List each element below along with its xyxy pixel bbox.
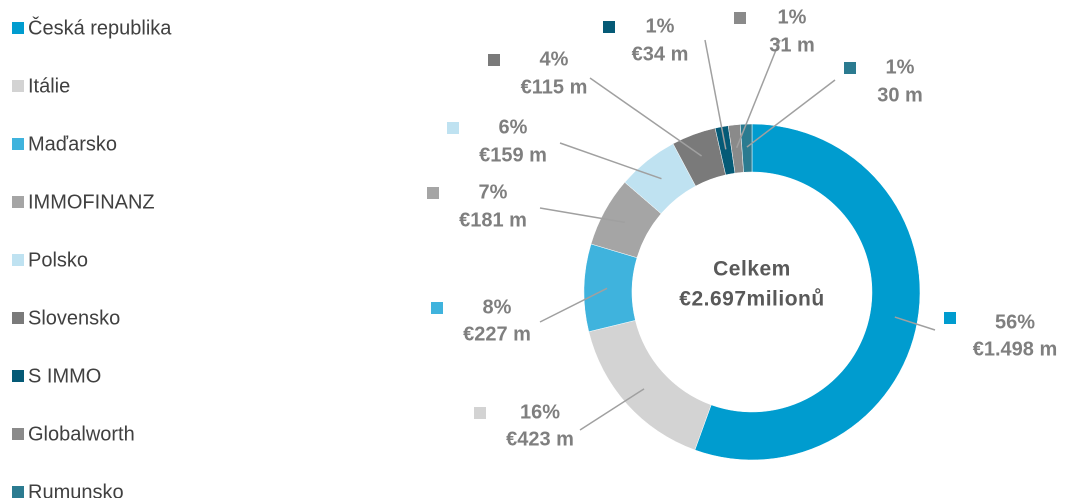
legend-swatch <box>12 254 24 266</box>
label-swatch <box>944 312 956 324</box>
leader-line <box>589 77 703 157</box>
percent-label: 1% <box>778 6 807 28</box>
percent-label: 7% <box>479 181 508 203</box>
slice <box>694 123 921 461</box>
legend-label: Slovensko <box>28 307 120 329</box>
percent-label: 6% <box>499 116 528 138</box>
legend-swatch <box>12 312 24 324</box>
leader-line <box>539 207 625 224</box>
center-label: €2.697milionů <box>679 288 824 311</box>
value-label: €34 m <box>632 43 689 65</box>
legend-swatch <box>12 428 24 440</box>
label-swatch <box>427 187 439 199</box>
value-label: €181 m <box>459 209 527 231</box>
leader-line <box>894 316 936 331</box>
percent-label: 16% <box>520 401 560 423</box>
percent-label: 1% <box>886 56 915 78</box>
percent-label: 56% <box>995 311 1035 333</box>
leader-line <box>539 287 608 323</box>
legend-label: Rumunsko <box>28 481 124 498</box>
leader-line <box>704 39 727 150</box>
slice <box>583 243 638 333</box>
leader-line <box>559 142 662 180</box>
label-swatch <box>431 302 443 314</box>
label-swatch <box>734 12 746 24</box>
label-swatch <box>488 54 500 66</box>
label-swatch <box>844 62 856 74</box>
legend-swatch <box>12 22 24 34</box>
leader-line <box>579 388 645 431</box>
legend-swatch <box>12 196 24 208</box>
legend-swatch <box>12 80 24 92</box>
percent-label: 4% <box>540 48 569 70</box>
percent-label: 8% <box>483 296 512 318</box>
value-label: €227 m <box>463 323 531 345</box>
leader-line <box>746 79 836 148</box>
slice <box>588 320 712 451</box>
legend-swatch <box>12 138 24 150</box>
value-label: €423 m <box>506 428 574 450</box>
value-label: €1.498 m <box>973 338 1058 360</box>
legend-label: Itálie <box>28 75 70 97</box>
value-label: 31 m <box>769 34 815 56</box>
legend-label: Česká republika <box>28 16 172 39</box>
legend-label: IMMOFINANZ <box>28 191 155 213</box>
legend-swatch <box>12 486 24 498</box>
value-label: €115 m <box>521 76 588 98</box>
label-swatch <box>603 21 615 33</box>
label-swatch <box>474 407 486 419</box>
legend-label: Globalworth <box>28 423 135 445</box>
value-label: 30 m <box>877 84 923 106</box>
value-label: €159 m <box>479 144 547 166</box>
legend-swatch <box>12 370 24 382</box>
legend-label: Maďarsko <box>28 133 117 155</box>
center-label: Celkem <box>713 258 791 281</box>
label-swatch <box>447 122 459 134</box>
percent-label: 1% <box>646 15 675 37</box>
legend-label: Polsko <box>28 249 88 271</box>
leader-line <box>735 39 781 149</box>
slice <box>740 123 753 173</box>
donut <box>583 123 921 461</box>
legend-label: S IMMO <box>28 365 101 387</box>
